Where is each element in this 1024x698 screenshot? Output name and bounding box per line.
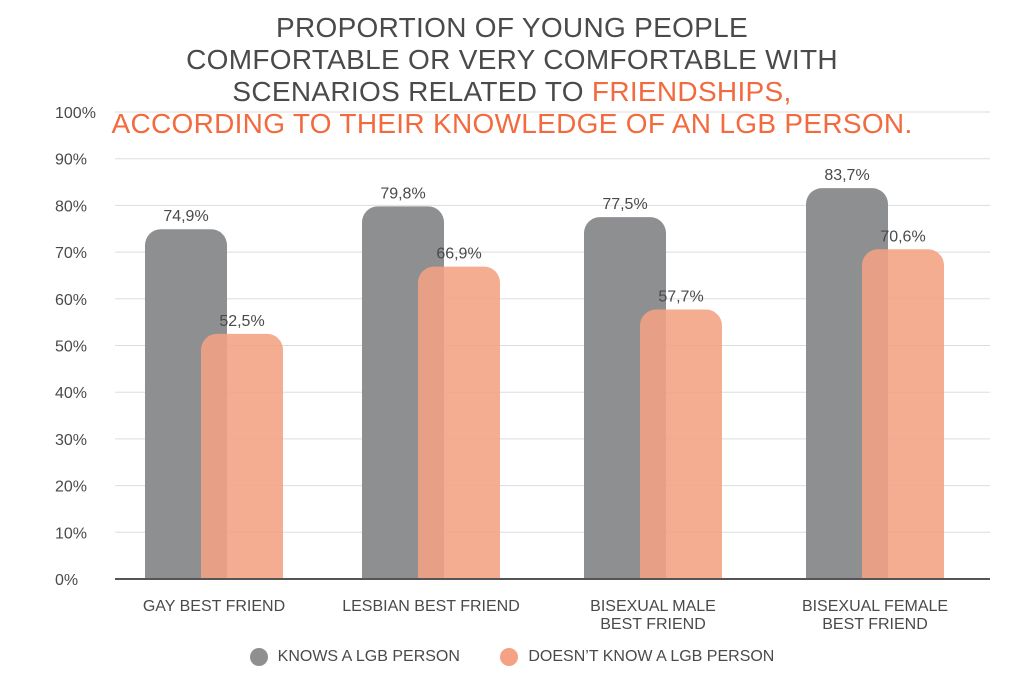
x-tick-label: BEST FRIEND: [600, 616, 706, 633]
legend-label-knows: KNOWS A LGB PERSON: [277, 648, 460, 665]
x-tick-label: BISEXUAL MALE: [590, 598, 716, 615]
bar-doesnt-know: [862, 249, 944, 579]
bar-doesnt-know: [418, 266, 500, 579]
bar-doesnt-know: [640, 309, 722, 579]
data-label: 79,8%: [380, 185, 425, 202]
y-tick-label: 30%: [55, 432, 87, 449]
data-label: 83,7%: [824, 167, 869, 184]
bar-doesnt-know: [201, 333, 283, 579]
title-highlight: FRIENDSHIPS,: [591, 76, 792, 107]
data-label: 66,9%: [436, 246, 481, 263]
legend-item-doesnt-know: DOESN’T KNOW A LGB PERSON: [500, 648, 774, 666]
y-tick-label: 60%: [55, 292, 87, 309]
bars: 74,9% 79,8% 77,5% 83,7% 52,5% 66,9% 57,7% 70,6%: [145, 167, 944, 579]
legend-swatch-knows: [249, 648, 268, 666]
title-line-3-text: SCENARIOS RELATED TO: [232, 76, 592, 107]
y-tick-label: 0%: [55, 572, 78, 589]
y-tick-label: 80%: [55, 198, 87, 215]
legend-item-knows: KNOWS A LGB PERSON: [249, 648, 460, 666]
y-tick-label: 40%: [55, 385, 87, 402]
x-tick-label: LESBIAN BEST FRIEND: [342, 598, 520, 615]
y-tick-label: 100%: [55, 105, 96, 122]
data-label: 70,6%: [880, 228, 925, 245]
legend: KNOWS A LGB PERSON DOESN’T KNOW A LGB PE…: [0, 648, 1024, 666]
data-label: 57,7%: [658, 289, 703, 306]
title-line-4: ACCORDING TO THEIR KNOWLEDGE OF AN LGB P…: [111, 108, 913, 139]
title-line-3: SCENARIOS RELATED TO FRIENDSHIPS,: [0, 76, 1024, 108]
data-label: 74,9%: [163, 208, 208, 225]
y-axis: 0% 10% 20% 30% 40% 50% 60% 70% 80% 90% 100%: [55, 105, 96, 589]
data-label: 77,5%: [602, 196, 647, 213]
y-tick-label: 20%: [55, 479, 87, 496]
title-line-1: PROPORTION OF YOUNG PEOPLE: [276, 12, 748, 43]
y-tick-label: 50%: [55, 339, 87, 356]
y-tick-label: 70%: [55, 245, 87, 262]
y-tick-label: 90%: [55, 152, 87, 169]
y-tick-label: 10%: [55, 525, 87, 542]
chart-title: PROPORTION OF YOUNG PEOPLE COMFORTABLE O…: [0, 12, 1024, 140]
x-tick-label: BISEXUAL FEMALE: [802, 598, 948, 615]
x-axis: GAY BEST FRIEND LESBIAN BEST FRIEND BISEXU…: [115, 578, 990, 633]
data-label: 52,5%: [219, 313, 264, 330]
legend-swatch-doesnt-know: [500, 648, 519, 666]
legend-label-doesnt-know: DOESN’T KNOW A LGB PERSON: [528, 648, 775, 665]
x-tick-label: GAY BEST FRIEND: [143, 598, 285, 615]
title-line-2: COMFORTABLE OR VERY COMFORTABLE WITH: [186, 44, 838, 75]
x-tick-label: BEST FRIEND: [822, 616, 928, 633]
